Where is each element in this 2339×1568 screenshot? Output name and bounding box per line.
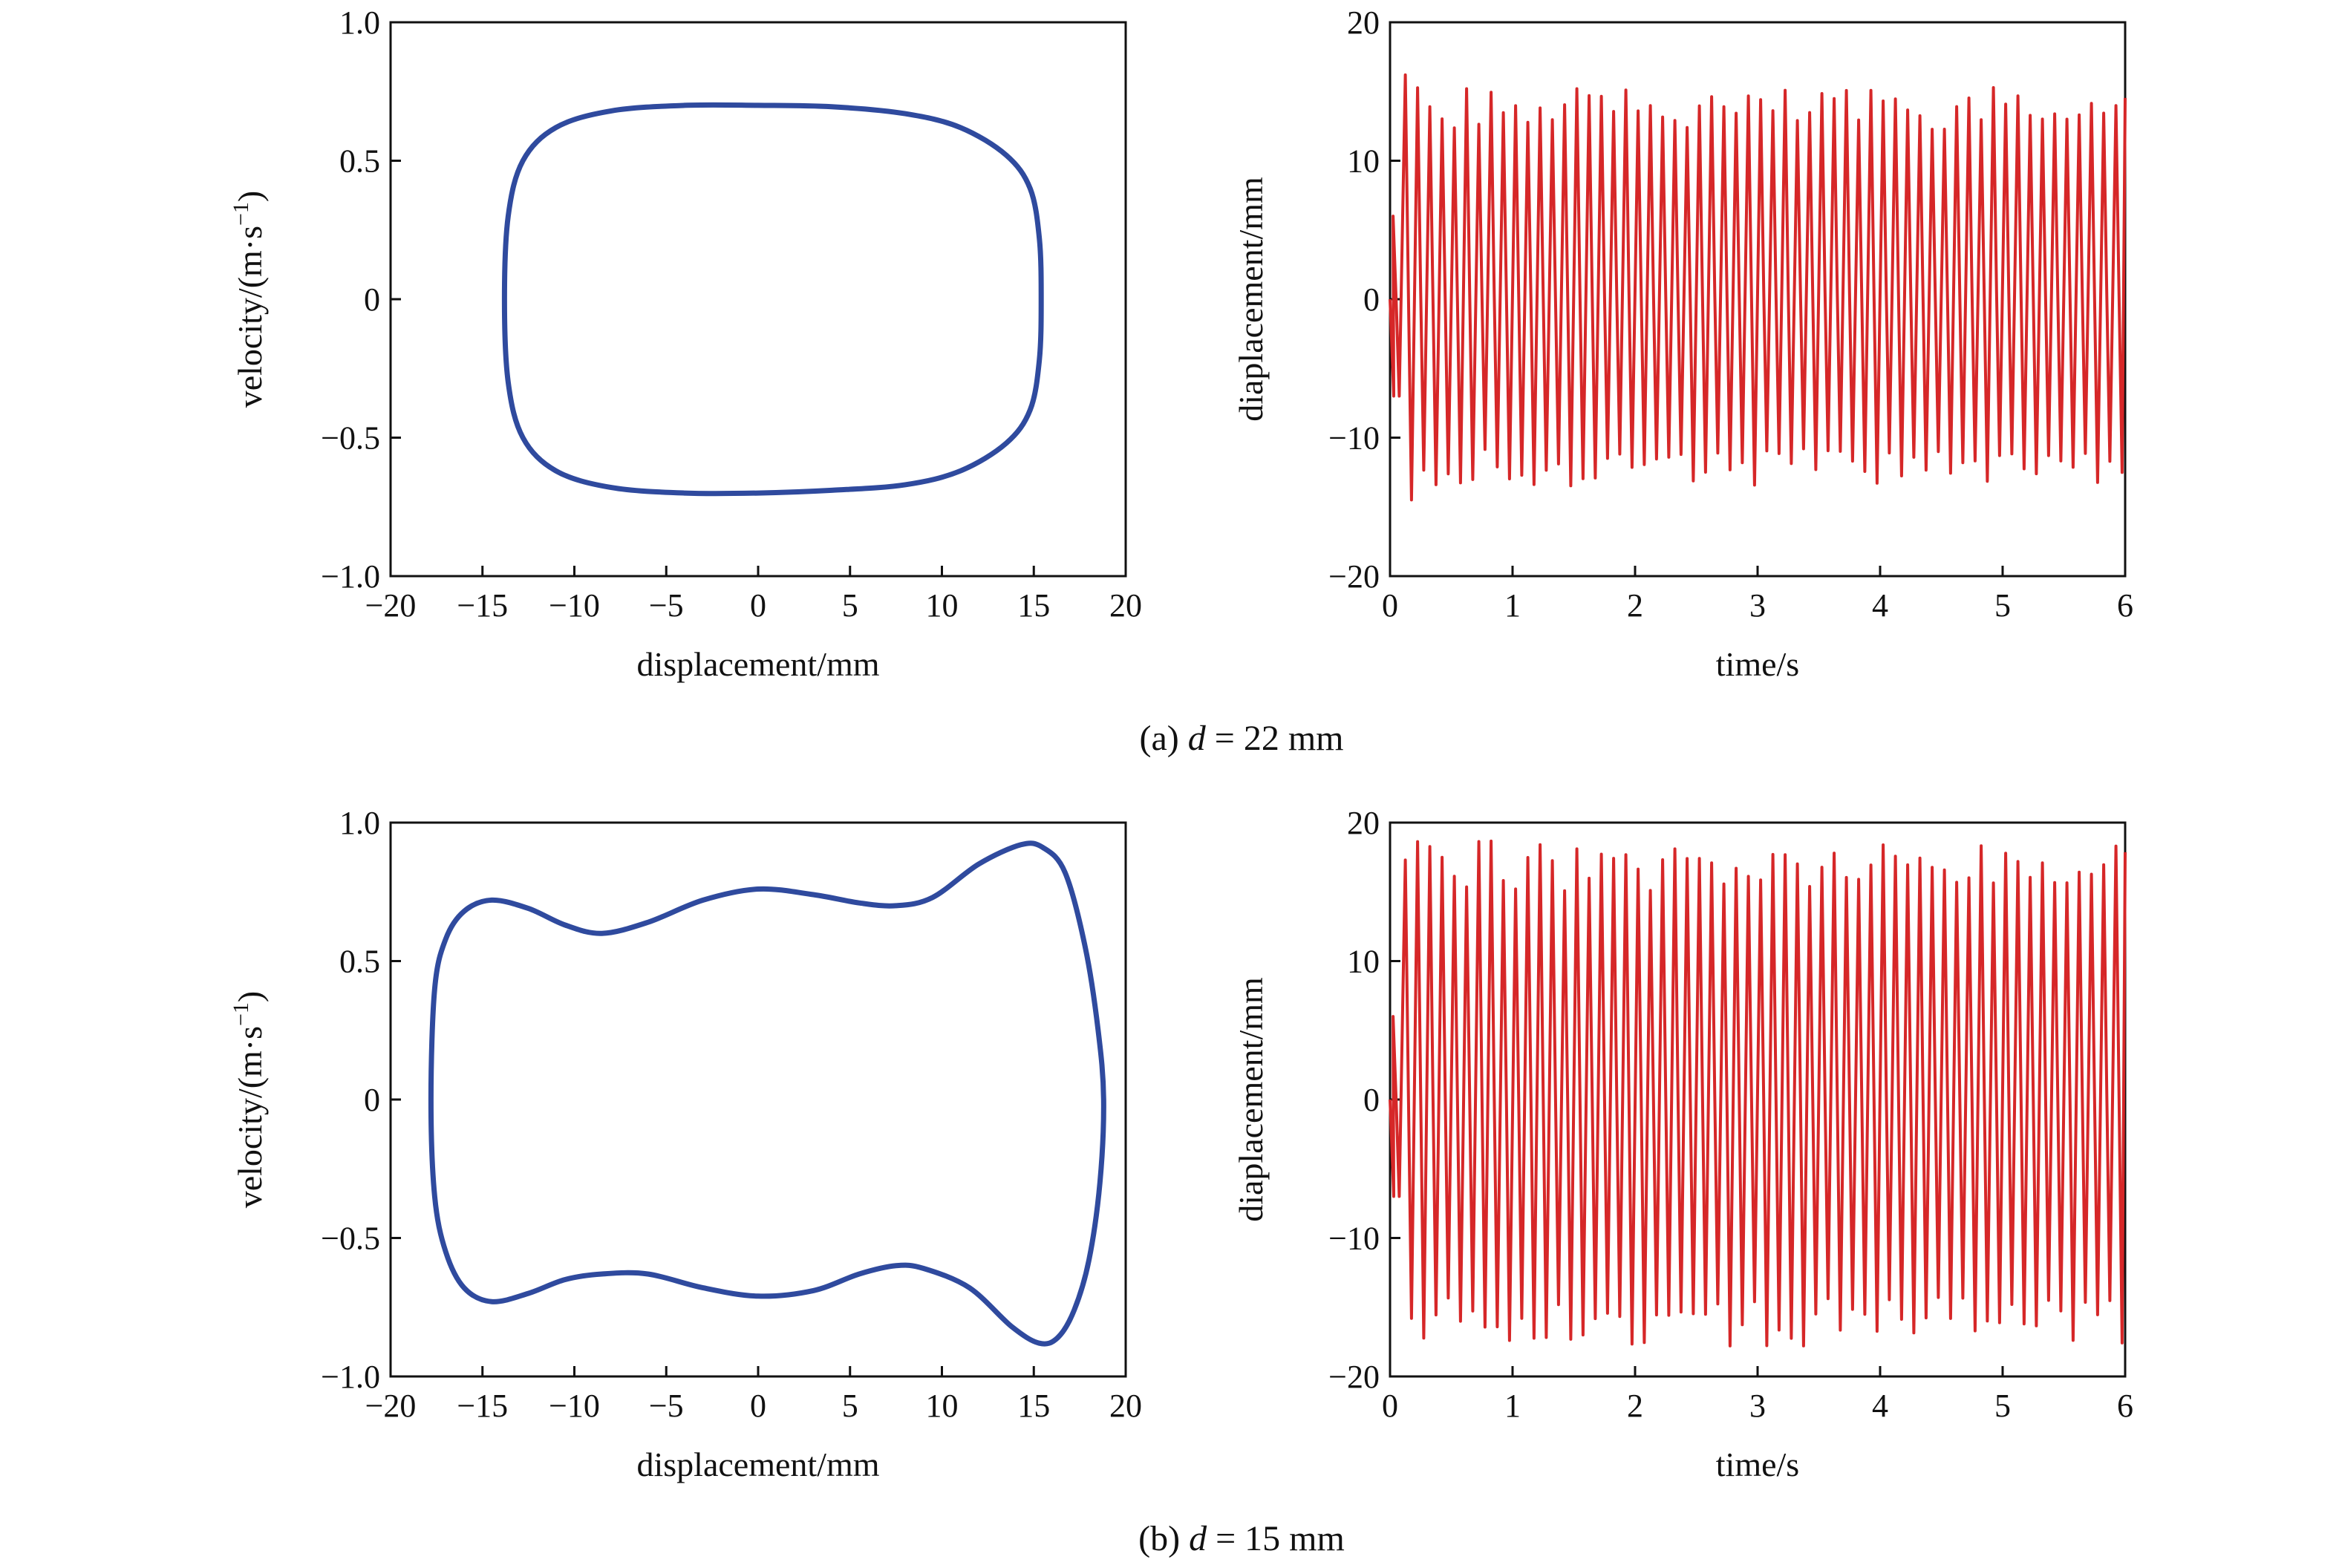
y-tick-label: 0.5 [339,143,380,180]
y-tick-label: 20 [1347,4,1380,41]
x-tick-label: −20 [365,587,417,624]
y-axis-label: velocity/(m·s−1) [229,991,269,1209]
y-tick-label: 10 [1347,143,1380,180]
y-tick-label: −20 [1328,558,1380,595]
x-tick-label: −10 [549,587,600,624]
x-tick-label: 20 [1109,1388,1142,1424]
x-tick-label: 3 [1749,587,1766,624]
x-tick-label: −5 [649,587,684,624]
x-tick-label: 15 [1017,587,1050,624]
y-tick-label: 1.0 [339,805,380,841]
x-tick-label: 15 [1017,1388,1050,1424]
y-tick-label: 0 [1363,281,1380,318]
x-tick-label: 6 [2117,1388,2133,1424]
x-tick-label: −10 [549,1388,600,1424]
x-tick-label: −15 [457,1388,508,1424]
x-ticks: −20 −15 −10 −5 0 5 10 15 20 [365,566,1142,624]
x-axis-label: time/s [1716,645,1799,683]
y-tick-label: −20 [1328,1359,1380,1395]
x-tick-label: 5 [1994,1388,2011,1424]
x-tick-label: 4 [1872,587,1888,624]
x-ticks: 0 1 2 3 4 5 6 [1382,1366,2133,1424]
time-signal [1389,839,2127,1348]
y-tick-label: 0 [364,1082,380,1118]
y-tick-label: 1.0 [339,4,380,41]
x-axis-label: time/s [1716,1446,1799,1483]
chart-a-time: 0 1 2 3 4 5 6 −20 −10 0 10 20 time/s diaplacement/… [1232,4,2133,683]
x-tick-label: 3 [1749,1388,1766,1424]
x-tick-label: 1 [1504,1388,1521,1424]
x-tick-label: 0 [1382,1388,1398,1424]
y-axis-label: velocity/(m·s−1) [229,191,269,408]
y-tick-label: −10 [1328,420,1380,457]
x-tick-label: 0 [750,587,766,624]
chart-b-time: 0 1 2 3 4 5 6 −20 −10 0 10 20 time/s diaplacement/… [1232,805,2133,1483]
x-tick-label: 1 [1504,587,1521,624]
chart-b-phase: −20 −15 −10 −5 0 5 10 15 20 −1.0 −0.5 0 0.5 1.0 disp… [229,805,1142,1483]
y-ticks: −1.0 −0.5 0 0.5 1.0 [321,4,401,595]
y-axis-label: diaplacement/mm [1232,977,1270,1222]
caption-a: (a) d = 22 mm [1139,719,1343,758]
x-tick-label: 5 [842,587,858,624]
x-tick-label: 20 [1109,587,1142,624]
x-axis-label: displacement/mm [636,1446,879,1483]
x-tick-label: −20 [365,1388,417,1424]
x-tick-label: 0 [1382,587,1398,624]
y-tick-label: −0.5 [321,1221,380,1257]
plot-frame [389,821,1127,1378]
y-ticks: −20 −10 0 10 20 [1328,4,1400,595]
y-tick-label: 0.5 [339,944,380,980]
y-tick-label: 0 [364,281,380,318]
y-axis-label: diaplacement/mm [1232,177,1270,422]
x-tick-label: 5 [1994,587,2011,624]
y-tick-label: −0.5 [321,420,380,457]
x-tick-label: 10 [926,1388,959,1424]
phase-curve [501,102,1044,497]
x-tick-label: 6 [2117,587,2133,624]
y-tick-label: 20 [1347,805,1380,841]
phase-curve [428,840,1106,1347]
x-tick-label: 10 [926,587,959,624]
chart-a-phase: −20 −15 −10 −5 0 5 10 15 20 −1.0 −0.5 0 0.5 1.0 disp… [229,4,1142,683]
x-tick-label: 0 [750,1388,766,1424]
x-axis-label: displacement/mm [636,645,879,683]
y-tick-label: −1.0 [321,558,380,595]
y-tick-label: 0 [1363,1082,1380,1118]
x-tick-label: 2 [1627,587,1643,624]
y-tick-label: −1.0 [321,1359,380,1395]
time-signal [1389,73,2127,502]
caption-b: (b) d = 15 mm [1138,1519,1345,1558]
x-tick-label: 5 [842,1388,858,1424]
y-tick-label: −10 [1328,1221,1380,1257]
x-ticks: −20 −15 −10 −5 0 5 10 15 20 [365,1366,1142,1424]
x-tick-label: 4 [1872,1388,1888,1424]
y-ticks: −20 −10 0 10 20 [1328,805,1400,1395]
x-tick-label: −15 [457,587,508,624]
x-ticks: 0 1 2 3 4 5 6 [1382,566,2133,624]
x-tick-label: −5 [649,1388,684,1424]
y-tick-label: 10 [1347,944,1380,980]
x-tick-label: 2 [1627,1388,1643,1424]
y-ticks: −1.0 −0.5 0 0.5 1.0 [321,805,401,1395]
